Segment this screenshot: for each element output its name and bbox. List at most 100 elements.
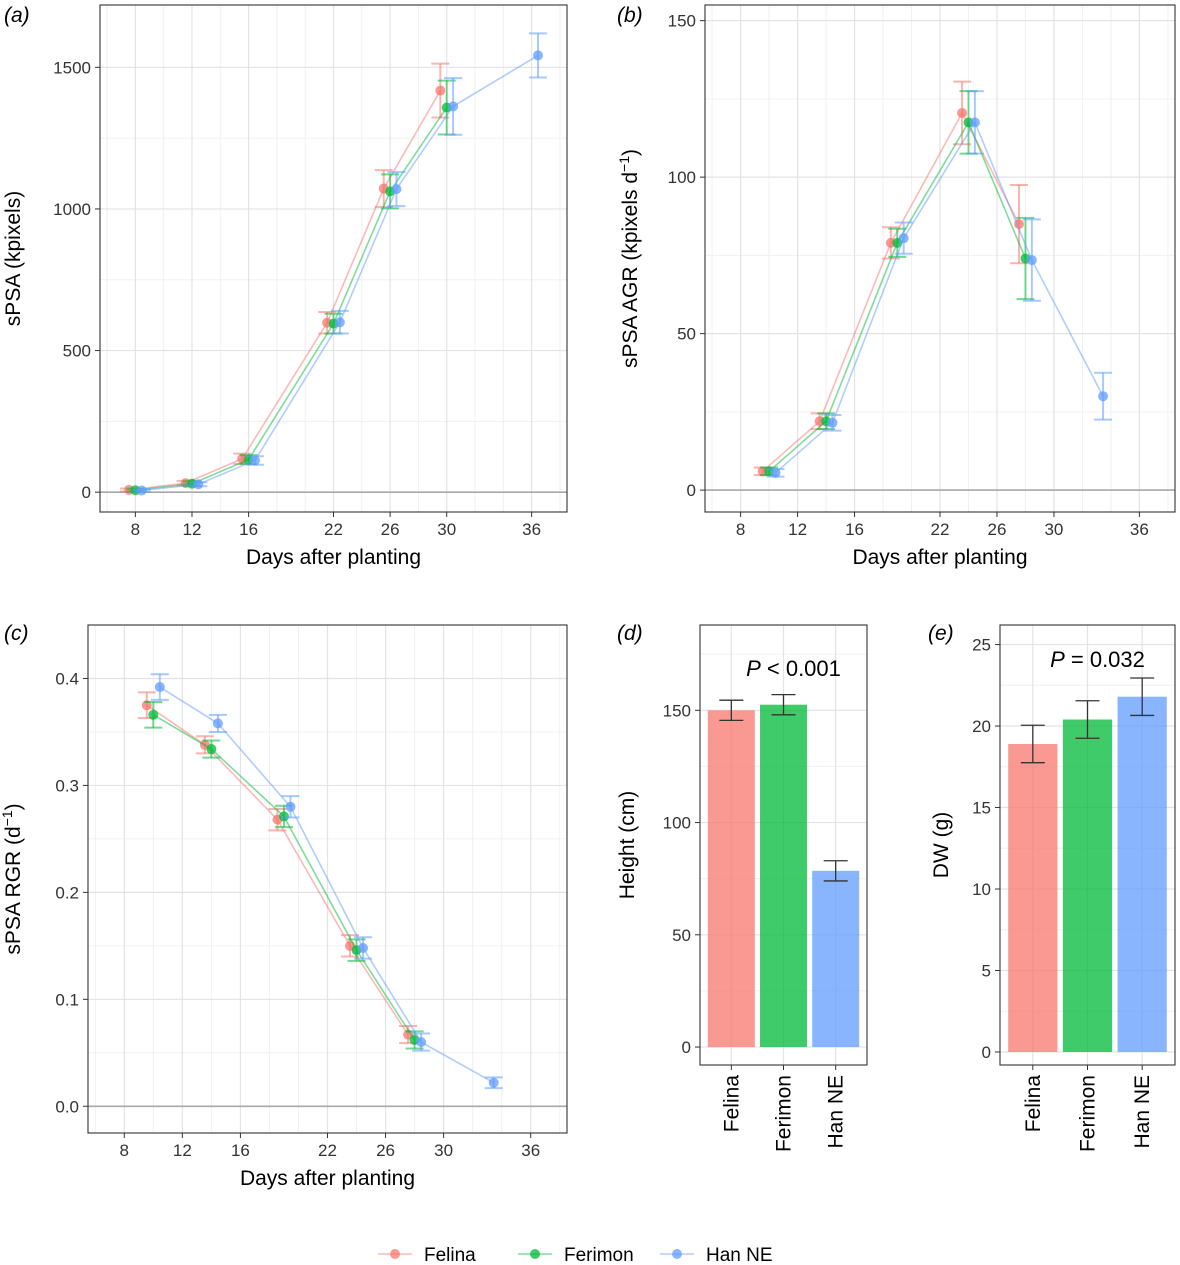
x-tick-label: 12 bbox=[788, 520, 807, 539]
x-tick-label: 8 bbox=[120, 1141, 129, 1160]
legend-item-felina: Felina bbox=[378, 1245, 476, 1265]
legend-key-point bbox=[530, 1249, 540, 1259]
x-tick-label: 30 bbox=[1044, 520, 1063, 539]
x-tick-label: 26 bbox=[988, 520, 1007, 539]
x-tick-label: 8 bbox=[131, 520, 140, 539]
x-tick-label: 16 bbox=[239, 520, 258, 539]
data-point bbox=[249, 455, 260, 466]
panel-border bbox=[87, 624, 568, 1134]
p-value-annotation: P < 0.001 bbox=[746, 656, 841, 681]
y-tick-label: 20 bbox=[972, 717, 991, 736]
data-point bbox=[148, 709, 159, 720]
x-category-label: Han NE bbox=[1131, 1075, 1154, 1149]
x-tick-label: 36 bbox=[522, 520, 541, 539]
panel-letter: (c) bbox=[4, 622, 29, 645]
panel-d: 0 50 100 150 Felina Ferimon Han NE P < 0.001 Hei… bbox=[616, 622, 868, 1152]
y-tick-label: 0.0 bbox=[55, 1097, 79, 1116]
y-tick-label: 150 bbox=[668, 12, 696, 31]
x-tick-label: 16 bbox=[845, 520, 864, 539]
y-tick-label: 10 bbox=[972, 880, 991, 899]
y-tick-label: 0.2 bbox=[55, 883, 79, 902]
x-category-label: Han NE bbox=[825, 1075, 848, 1149]
y-tick-label: 0 bbox=[687, 481, 696, 500]
bar bbox=[707, 710, 755, 1048]
p-value-text: < 0.001 bbox=[761, 656, 841, 681]
y-tick-label: 25 bbox=[972, 636, 991, 655]
data-point bbox=[334, 317, 345, 328]
y-tick-label: 0 bbox=[82, 483, 91, 502]
data-point bbox=[391, 184, 402, 195]
x-tick-label: 36 bbox=[1130, 520, 1149, 539]
bar-ferimon bbox=[1062, 700, 1113, 1052]
bar-han-ne bbox=[1117, 677, 1167, 1052]
panel-letter: (a) bbox=[4, 4, 30, 27]
data-point bbox=[193, 479, 204, 490]
series-han-ne bbox=[132, 32, 547, 496]
data-point bbox=[278, 811, 289, 822]
x-category-label: Ferimon bbox=[1077, 1075, 1100, 1152]
data-point bbox=[532, 50, 543, 61]
x-category-label: Ferimon bbox=[773, 1075, 796, 1152]
y-tick-label: 500 bbox=[63, 342, 91, 361]
bar-felina bbox=[1008, 724, 1058, 1052]
data-point bbox=[488, 1077, 499, 1088]
y-tick-label: 150 bbox=[663, 701, 691, 720]
p-value-annotation: P = 0.032 bbox=[1050, 647, 1145, 672]
x-category-label: Felina bbox=[720, 1075, 743, 1133]
x-tick-label: 26 bbox=[376, 1141, 395, 1160]
y-axis-label-end: ) bbox=[2, 803, 25, 810]
data-point bbox=[770, 467, 781, 478]
y-axis-label-main: sPSA RGR (d bbox=[2, 826, 25, 954]
y-tick-label: 100 bbox=[663, 814, 691, 833]
panel-b: 0 50 100 150 8 12 16 22 26 30 36 Days after plantin… bbox=[616, 4, 1176, 569]
x-axis-label: Days after planting bbox=[246, 546, 421, 569]
panel-letter: (e) bbox=[928, 622, 954, 645]
bar-felina bbox=[707, 699, 755, 1048]
y-axis-label: DW (g) bbox=[930, 812, 953, 879]
bar bbox=[760, 704, 807, 1048]
panel-letter: (d) bbox=[617, 622, 643, 645]
y-tick-label: 0 bbox=[682, 1038, 691, 1057]
y-tick-label: 50 bbox=[672, 926, 691, 945]
series-han-ne bbox=[150, 673, 503, 1090]
p-value-text: = 0.032 bbox=[1065, 647, 1145, 672]
data-point bbox=[898, 233, 909, 244]
data-point bbox=[448, 101, 459, 112]
legend-item-han-ne: Han NE bbox=[660, 1245, 773, 1265]
x-tick-label: 12 bbox=[183, 520, 202, 539]
x-tick-label: 26 bbox=[381, 520, 400, 539]
panel-letter: (b) bbox=[617, 4, 643, 27]
y-axis-label: sPSA RGR (d−1) bbox=[0, 803, 25, 954]
panel-border bbox=[704, 4, 1176, 513]
legend-label: Han NE bbox=[706, 1245, 773, 1265]
panel-border bbox=[99, 4, 568, 513]
data-point bbox=[206, 744, 217, 755]
data-point bbox=[358, 942, 369, 953]
series-ferimon bbox=[144, 701, 424, 1050]
x-tick-label: 30 bbox=[437, 520, 456, 539]
legend: Felina Ferimon Han NE bbox=[378, 1245, 773, 1265]
x-tick-label: 22 bbox=[324, 520, 343, 539]
y-axis-label: sPSA AGR (kpixels d−1) bbox=[616, 149, 642, 368]
bar-ferimon bbox=[760, 693, 807, 1048]
y-tick-label: 0.4 bbox=[55, 669, 79, 688]
bar bbox=[812, 870, 860, 1048]
series-han-ne bbox=[766, 90, 1113, 478]
panel-border bbox=[699, 624, 868, 1066]
data-point bbox=[1026, 255, 1037, 266]
y-tick-label: 100 bbox=[668, 168, 696, 187]
x-tick-label: 30 bbox=[434, 1141, 453, 1160]
data-point bbox=[435, 85, 446, 96]
data-point bbox=[285, 801, 296, 812]
data-point bbox=[1098, 391, 1109, 402]
panel-c: 0.0 0.1 0.2 0.3 0.4 8 12 16 22 26 30 36 Days after p… bbox=[0, 622, 568, 1190]
x-axis-label: Days after planting bbox=[852, 546, 1027, 569]
bar bbox=[1117, 696, 1167, 1052]
data-point bbox=[212, 718, 223, 729]
data-point bbox=[416, 1037, 427, 1048]
legend-key-point bbox=[390, 1249, 400, 1259]
y-tick-label: 0 bbox=[982, 1043, 991, 1062]
data-point bbox=[969, 117, 980, 128]
x-axis-label: Days after planting bbox=[240, 1167, 415, 1190]
legend-label: Ferimon bbox=[564, 1245, 634, 1265]
